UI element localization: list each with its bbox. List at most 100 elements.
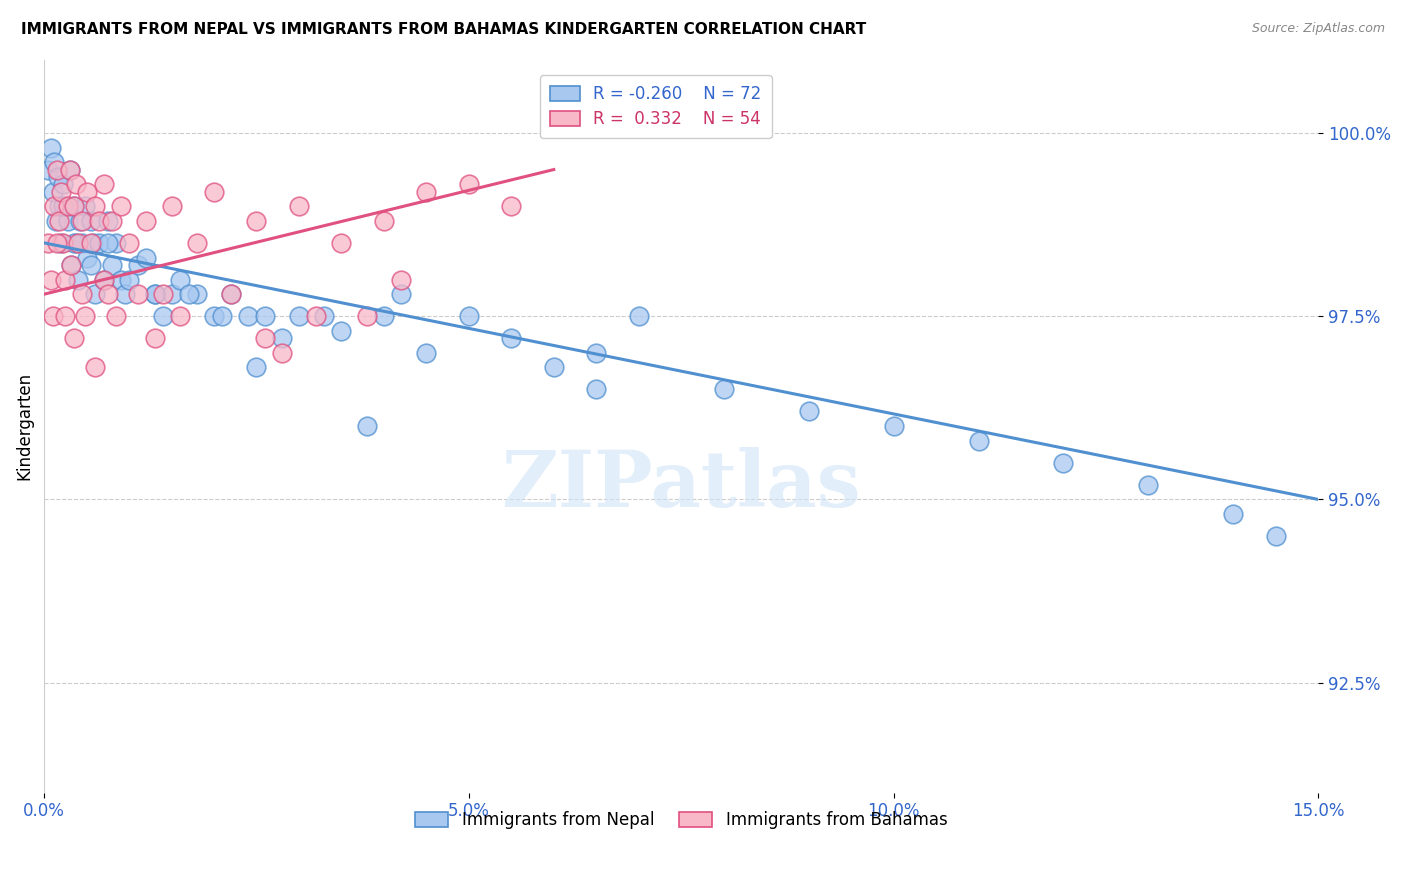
Point [713,383,735,397]
Point [585,346,607,360]
Point [97,287,120,301]
Point [389,272,412,286]
Point [186,287,208,301]
Point [118,235,141,250]
Point [39,140,62,154]
Point [202,185,225,199]
Point [245,214,267,228]
Point [84,360,107,375]
Point [80,258,103,272]
Point [1052,456,1074,470]
Point [63,331,86,345]
Point [219,287,242,301]
Point [236,309,259,323]
Point [49,185,72,199]
Point [253,309,276,323]
Point [967,434,990,448]
Point [1222,507,1244,521]
Point [72,287,94,301]
Point [80,214,103,228]
Point [52,199,75,213]
Point [53,272,76,286]
Point [72,235,94,250]
Point [53,199,76,213]
Point [67,272,90,286]
Point [288,199,311,213]
Point [143,331,166,345]
Point [797,404,820,418]
Point [627,309,650,323]
Point [101,258,124,272]
Point [177,287,200,301]
Point [45,162,67,177]
Point [143,287,166,301]
Point [45,214,67,228]
Point [1137,477,1160,491]
Point [80,235,103,250]
Point [110,272,132,286]
Point [52,178,75,192]
Point [127,287,149,301]
Point [58,162,80,177]
Point [56,199,79,213]
Point [60,258,83,272]
Point [415,185,437,199]
Point [314,309,336,323]
Point [169,272,191,286]
Point [202,309,225,323]
Point [84,287,107,301]
Point [288,309,311,323]
Point [271,331,294,345]
Point [127,258,149,272]
Point [330,324,353,338]
Point [93,272,115,286]
Point [305,309,328,323]
Legend: Immigrants from Nepal, Immigrants from Bahamas: Immigrants from Nepal, Immigrants from B… [408,805,955,836]
Point [76,251,98,265]
Point [72,214,94,228]
Point [415,346,437,360]
Point [44,199,66,213]
Point [585,383,607,397]
Point [63,235,86,250]
Point [63,199,86,213]
Point [65,235,87,250]
Point [143,287,166,301]
Point [46,169,69,184]
Point [82,235,104,250]
Point [52,235,75,250]
Point [97,235,120,250]
Point [389,287,412,301]
Point [105,309,128,323]
Point [49,235,72,250]
Point [152,287,174,301]
Point [37,235,59,250]
Point [93,272,115,286]
Point [501,199,523,213]
Point [245,360,267,375]
Point [65,178,87,192]
Point [356,309,378,323]
Point [253,331,276,345]
Point [211,309,233,323]
Point [543,360,565,375]
Point [53,309,76,323]
Point [356,419,378,434]
Point [118,272,141,286]
Point [56,214,79,228]
Point [219,287,242,301]
Point [41,185,63,199]
Point [501,331,523,345]
Point [48,199,70,213]
Point [271,346,294,360]
Point [37,162,59,177]
Point [110,199,132,213]
Point [160,199,183,213]
Y-axis label: Kindergarten: Kindergarten [15,372,32,480]
Point [41,309,63,323]
Point [73,199,96,213]
Point [1264,529,1286,543]
Point [44,155,66,169]
Point [58,162,80,177]
Point [93,178,115,192]
